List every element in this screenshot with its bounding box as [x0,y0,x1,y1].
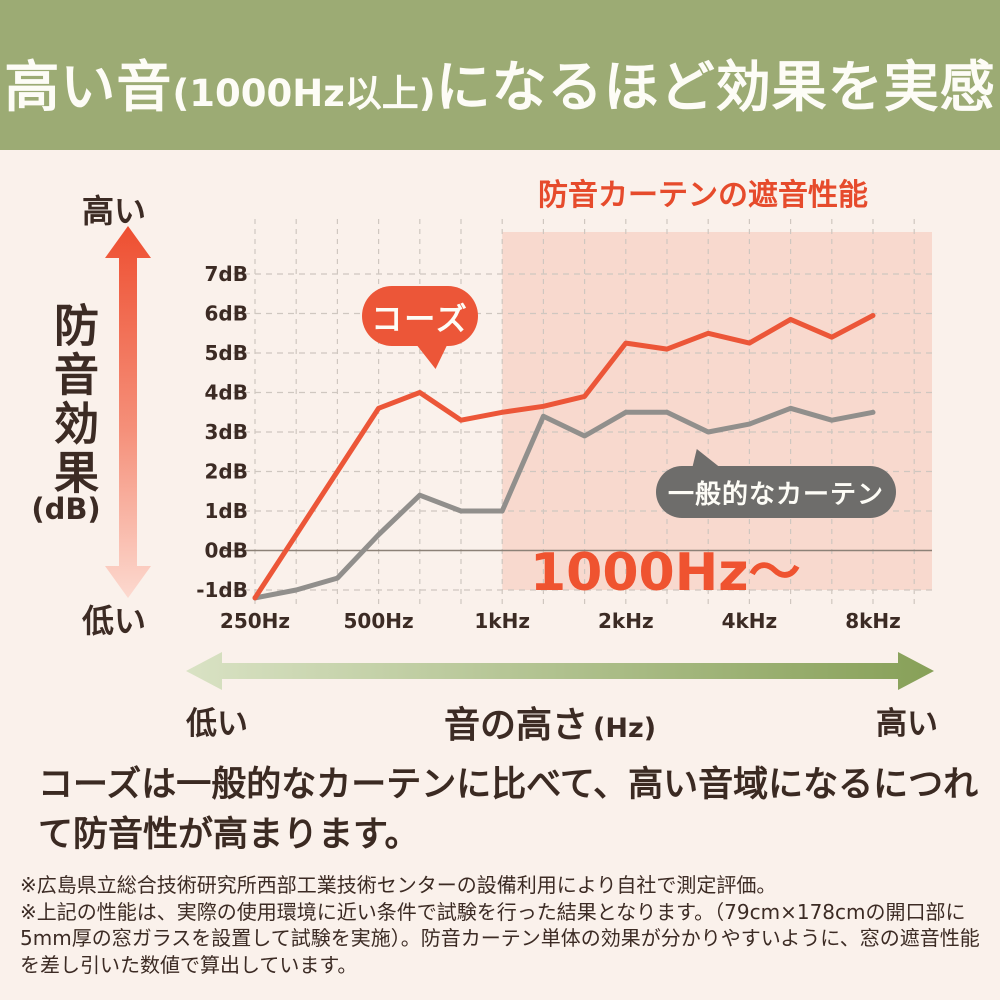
frequency-high-label: 高い [876,706,938,742]
header-title-part2: (1000Hz以上) [172,72,436,115]
series-label-koze-bubble: コーズ [362,286,478,369]
y-axis-high-label: 高い [82,192,147,230]
frequency-axis-label-main: 音の高さ [443,705,588,746]
series-label-generic-bubble: 一般的なカーテン [656,449,896,518]
footnote-line: ※広島県立総合技術研究所西部工業技術センターの設備利用により自社で測定評価。 [20,873,777,897]
frequency-axis-label: 音の高さ (Hz) [370,696,730,748]
series-label-generic: 一般的なカーテン [667,479,884,510]
soundproof-effect-gradient-arrow-icon [105,226,151,598]
x-axis-tick-label: 1kHz [474,609,530,633]
header-title-part3: になるほど効果を実感 [435,55,996,119]
series-line-generic [252,405,876,601]
frequency-low-label: 低い [186,706,248,742]
y-axis-tick-label: 4dB [205,381,248,405]
x-axis-tick-label: 2kHz [598,609,654,633]
y-axis-unit: (dB) [31,492,101,526]
footnotes: ※広島県立総合技術研究所西部工業技術センターの設備利用により自社で測定評価。 ※上… [20,872,980,978]
caption-line: コーズは一般的なカーテンに比べて、高い音域になるにつれ [38,765,979,805]
y-axis-tick-label: 3dB [205,420,248,444]
chart-title: 防音カーテンの遮音性能 [538,178,868,213]
header-banner: 高い音 (1000Hz以上) になるほど効果を実感 [0,0,1000,150]
footnote-line: 5mm厚の窓ガラスを設置して試験を実施）。防音カーテン単体の効果が分かりやすいよ… [20,926,980,951]
x-axis-tick-label: 500Hz [344,609,414,633]
series-label-koze: コーズ [371,301,469,338]
frequency-axis-gradient-arrow-icon [186,652,934,690]
caption-line: て防音性が高まります。 [38,815,420,856]
y-axis-low-label: 低い [82,602,147,640]
y-axis-tick-label: 6dB [205,302,248,326]
header-title-part1: 高い音 [4,55,173,119]
series-line-koze [252,313,876,601]
y-axis-tick-label: 7dB [205,262,248,286]
y-axis-tick-label: 0dB [205,539,248,563]
y-axis-tick-label: 2dB [205,460,248,484]
caption: コーズは一般的なカーテンに比べて、高い音域になるにつれ て防音性が高まります。 [38,760,978,861]
line-chart-plot: 7dB 6dB 5dB 4dB 3dB 2dB 1dB 0dB -1dB 250Hz 500Hz 1k… [196,219,932,633]
y-axis-tick-label: 1dB [205,499,248,523]
x-axis-tick-label: 250Hz [220,609,290,633]
y-axis-tick-label: -1dB [196,578,248,602]
footnote-line: ※上記の性能は、実際の使用環境に近い条件で試験を行った結果となります。（79cm… [20,899,966,924]
frequency-axis-label-unit: (Hz) [593,713,657,744]
x-axis-tick-label: 4kHz [722,609,778,633]
footnote-line: を差し引いた数値で算出しています。 [20,952,358,977]
x-axis-tick-label: 8kHz [845,609,901,633]
y-axis-tick-label: 5dB [205,341,248,365]
highlight-region-1000hz [502,232,932,590]
y-axis-title: 防音効果 [46,302,99,498]
highlight-region-label: 1000Hz〜 [530,543,801,603]
